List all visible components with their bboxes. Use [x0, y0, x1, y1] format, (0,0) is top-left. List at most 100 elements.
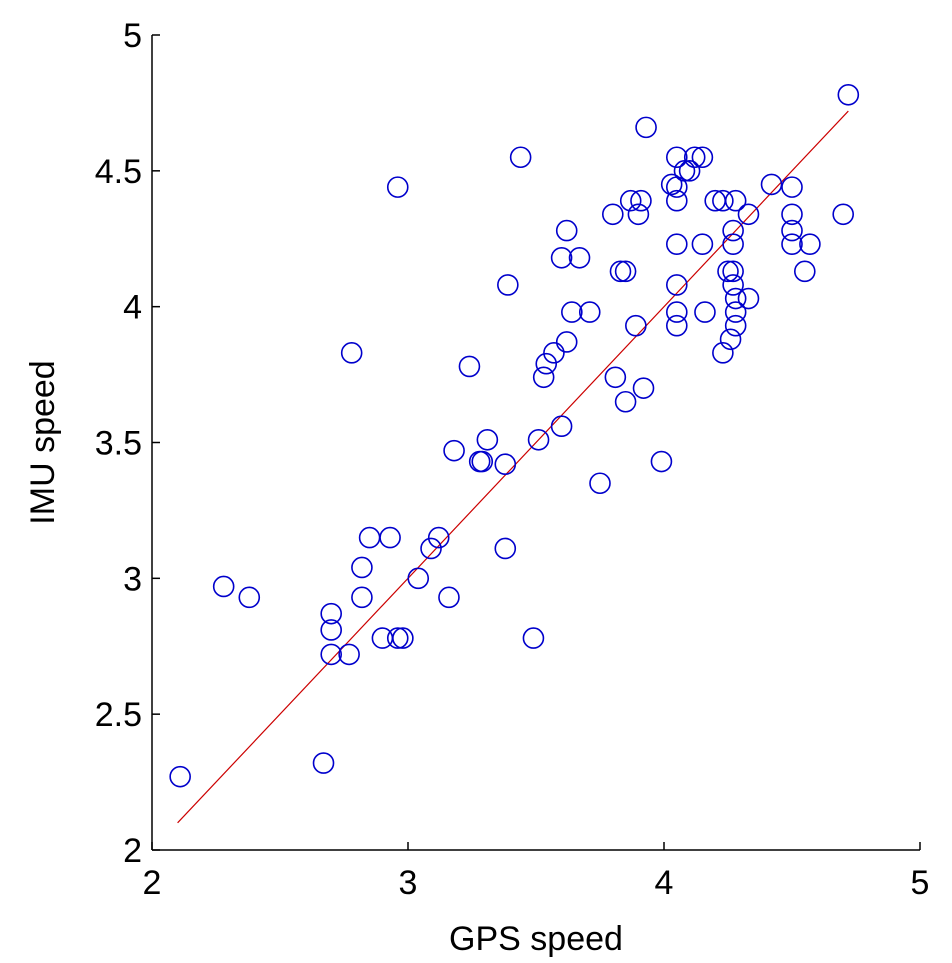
- data-point: [438, 586, 460, 609]
- x-axis-ticks: 2 3 4 5: [143, 842, 930, 902]
- data-point: [320, 602, 343, 625]
- data-point: [724, 287, 747, 310]
- data-point: [724, 314, 747, 337]
- data-point: [665, 274, 688, 296]
- data-point: [665, 146, 688, 169]
- data-point: [678, 160, 701, 182]
- data-point: [691, 233, 714, 255]
- data-point: [691, 146, 714, 169]
- data-point: [532, 366, 555, 389]
- data-point: [832, 203, 855, 226]
- data-point: [497, 274, 519, 296]
- x-tick-label: 2: [143, 864, 162, 902]
- data-point: [781, 176, 803, 198]
- data-point: [494, 453, 517, 476]
- data-point: [561, 301, 583, 323]
- data-point: [799, 233, 821, 255]
- data-point: [379, 526, 401, 549]
- data-point: [737, 287, 760, 310]
- data-point: [722, 274, 744, 296]
- data-point: [550, 415, 573, 438]
- data-point: [589, 472, 611, 495]
- data-point: [494, 537, 517, 560]
- data-point: [722, 219, 744, 242]
- data-point: [793, 260, 816, 283]
- data-point: [471, 450, 494, 473]
- data-point: [694, 301, 716, 323]
- data-point: [351, 556, 373, 579]
- data-point: [458, 355, 481, 378]
- data-point: [717, 260, 739, 283]
- x-tick-label: 3: [399, 864, 418, 902]
- y-tick-label: 5: [123, 17, 142, 55]
- data-point: [712, 189, 734, 212]
- data-point: [619, 189, 642, 212]
- data-point: [837, 83, 860, 106]
- data-point: [724, 189, 747, 212]
- data-point: [665, 233, 688, 255]
- data-point: [386, 627, 409, 649]
- y-axis-ticks: 2 2.5 3 3.5 4 4.5 5: [95, 17, 160, 870]
- y-tick-label: 2.5: [95, 696, 142, 734]
- data-point: [673, 160, 696, 182]
- data-point: [340, 342, 363, 364]
- data-point: [660, 173, 683, 196]
- data-point: [712, 342, 734, 364]
- points-layer: [169, 83, 860, 788]
- data-point: [614, 390, 637, 413]
- data-point: [522, 627, 545, 649]
- data-point: [625, 314, 647, 337]
- data-point: [722, 260, 744, 283]
- x-tick-label: 5: [911, 864, 930, 902]
- data-point: [555, 331, 578, 353]
- data-point: [781, 203, 803, 226]
- data-point: [555, 219, 578, 242]
- data-point: [476, 428, 499, 451]
- data-point: [371, 627, 394, 649]
- data-point: [601, 203, 624, 226]
- data-point: [320, 643, 343, 666]
- data-point: [351, 586, 373, 609]
- y-tick-label: 3: [123, 560, 142, 598]
- data-point: [635, 116, 657, 139]
- data-point: [578, 301, 601, 323]
- data-point: [724, 301, 747, 323]
- data-point: [320, 619, 343, 641]
- data-point: [609, 260, 632, 283]
- data-point: [781, 219, 803, 242]
- fit-line: [177, 110, 849, 824]
- data-point: [392, 627, 414, 649]
- data-point: [781, 233, 803, 255]
- data-point: [169, 765, 191, 788]
- data-point: [407, 567, 430, 590]
- data-point: [443, 439, 465, 462]
- data-point: [665, 189, 688, 212]
- data-point: [719, 328, 742, 351]
- data-point: [665, 314, 688, 337]
- y-axis-title: IMU speed: [24, 360, 62, 524]
- data-point: [238, 586, 261, 609]
- data-point: [683, 146, 706, 169]
- data-point: [614, 260, 637, 283]
- y-tick-label: 4.5: [95, 153, 142, 191]
- data-point: [630, 189, 652, 212]
- data-point: [722, 233, 744, 255]
- fit-line-layer: [177, 110, 849, 824]
- data-point: [535, 352, 558, 375]
- x-tick-label: 4: [655, 864, 674, 902]
- data-point: [760, 173, 783, 196]
- data-point: [509, 146, 532, 169]
- data-point: [550, 246, 573, 269]
- data-point: [604, 366, 627, 389]
- y-tick-label: 4: [123, 289, 142, 327]
- data-point: [627, 203, 650, 226]
- y-tick-label: 2: [123, 832, 142, 870]
- data-point: [427, 526, 450, 549]
- data-point: [543, 342, 565, 364]
- data-point: [212, 575, 235, 598]
- data-point: [650, 450, 673, 473]
- y-tick-label: 3.5: [95, 425, 142, 463]
- data-point: [527, 428, 550, 451]
- data-point: [665, 301, 688, 323]
